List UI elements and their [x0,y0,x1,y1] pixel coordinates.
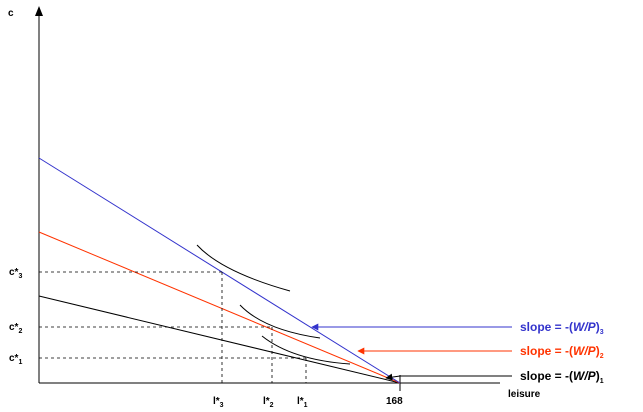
c-star-1-label: c*1 [9,353,22,366]
slope-arrow-1 [385,373,512,381]
l-star-1-label: l*1 [297,396,308,409]
c-star-3-label: c*3 [9,267,22,280]
l-star-3-label: l*3 [213,396,224,409]
indifference-curve-3 [196,244,291,292]
budget-line-1 [38,295,401,384]
slope-label-1: slope = -(W/P)1 [520,369,604,385]
budget-line-2 [38,231,401,384]
y-axis-arrow-icon [35,6,43,16]
slope-label-2: slope = -(W/P)2 [520,344,604,360]
indifference-curve-1 [261,335,351,365]
c-star-2-label: c*2 [9,322,22,335]
y-axis-label: c [8,8,14,19]
indifference-curve-2 [239,304,321,339]
l-star-2-label: l*2 [263,396,274,409]
slope-label-3: slope = -(W/P)3 [520,320,604,336]
budget-line-3 [38,157,401,384]
x-axis-label: leisure [508,389,541,400]
x-max-label: 168 [386,396,403,407]
